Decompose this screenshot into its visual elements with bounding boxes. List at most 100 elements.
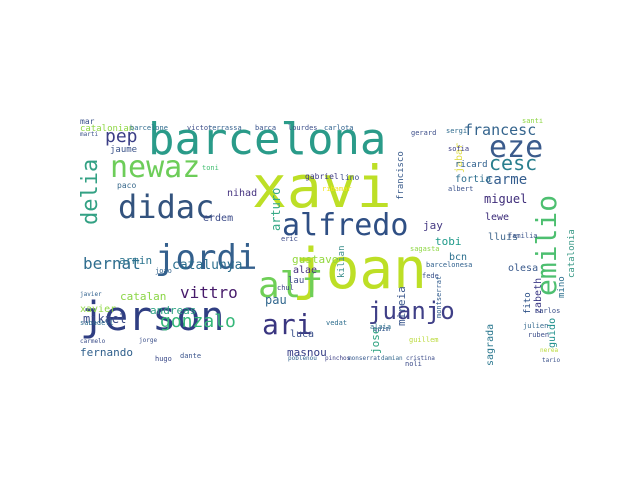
word-cloud: xavi joan barcelona jerson didac jordi newaz al…	[80, 118, 580, 368]
word-nihad: nihad	[227, 188, 258, 199]
word-familia: familia	[508, 232, 538, 240]
word-gerard: gerard	[411, 129, 437, 137]
word-ruben: ruben	[528, 331, 550, 339]
word-fernando: fernando	[80, 346, 133, 359]
word-ribamar: ribamar	[322, 185, 352, 193]
word-arturo: arturo	[269, 187, 283, 231]
word-catalonian: catalonian	[80, 124, 135, 134]
word-paco: paco	[117, 181, 137, 190]
word-sagrada: sagrada	[485, 323, 496, 366]
word-chul: chul	[277, 284, 294, 292]
word-bernat: bernat	[83, 254, 141, 273]
word-catalonia: catalonia	[567, 229, 577, 278]
word-javier: javier	[80, 291, 102, 298]
word-alaia: alaia	[370, 323, 392, 331]
word-didac: didac	[118, 188, 215, 226]
word-gabriel: gabriel	[305, 172, 339, 181]
word-alfredo: alfredo	[282, 208, 409, 243]
word-catalunya: catalunya	[172, 258, 243, 273]
word-tario: tario	[542, 357, 561, 364]
word-barcelone: barcelone	[130, 124, 168, 132]
word-delia: delia	[80, 158, 103, 225]
word-mar: mar	[80, 118, 95, 126]
word-toni: toni	[202, 164, 219, 172]
word-gustavo: gustavo	[292, 253, 339, 266]
word-guillem: guillem	[409, 336, 439, 344]
word-carmelo: carmelo	[80, 338, 106, 345]
word-victor: victor	[187, 124, 213, 132]
word-cristina: cristina	[406, 355, 435, 362]
word-joao: joao	[155, 267, 172, 275]
word-barcelonesa: barcelonesa	[426, 261, 473, 269]
word-nerea: nerea	[540, 347, 559, 354]
word-kilian: kilian	[337, 245, 347, 278]
word-luca: luca	[290, 329, 315, 340]
word-pep: pep	[105, 126, 138, 147]
word-carme: carme	[485, 172, 528, 188]
word-sergi: sergi	[446, 127, 468, 135]
word-sofia: sofia	[448, 145, 470, 153]
word-mikael: mikael	[83, 312, 127, 326]
word-dante: dante	[180, 352, 202, 360]
word-eze: eze	[489, 130, 544, 165]
word-sabadell: sabadell	[80, 319, 114, 327]
word-vedat: vedat	[326, 319, 348, 327]
word-hugo: hugo	[155, 355, 172, 363]
word-jordi: jordi	[155, 238, 258, 278]
word-ricard: ricard	[455, 160, 488, 170]
word-fede: fede	[422, 272, 439, 280]
word-eric: eric	[281, 235, 298, 243]
word-xavi: xavi	[252, 153, 392, 221]
word-fito: fito	[523, 292, 533, 314]
word-lewe: lewe	[485, 212, 510, 223]
word-lluis: lluis	[488, 232, 519, 243]
word-olesa: olesa	[508, 263, 539, 274]
word-gonzalo: gonzalo	[160, 311, 236, 332]
word-lino: lino	[340, 173, 360, 182]
word-alf: alf	[258, 265, 324, 306]
word-poblenou: poblenou	[288, 355, 317, 362]
word-carlota: carlota	[324, 124, 354, 132]
word-lourdes: lourdes	[288, 124, 318, 132]
word-jay: jay	[423, 219, 443, 232]
word-miguel: miguel	[484, 192, 528, 206]
word-andreas: andreas	[150, 304, 197, 317]
word-vittro: vittro	[180, 283, 238, 302]
word-barca: barca	[255, 124, 277, 132]
word-armin: armin	[119, 254, 153, 267]
word-lau: lau	[288, 276, 305, 286]
word-barcelona: barcelona	[148, 118, 387, 165]
word-cesc: cesc	[489, 151, 538, 175]
word-jaume: jaume	[110, 145, 138, 155]
word-noli: noli	[405, 360, 422, 368]
word-mireia: mireia	[395, 286, 408, 326]
word-monserrat: monserrat	[348, 355, 381, 362]
word-montserrat: montserrat	[435, 275, 443, 318]
word-francesc: francesc	[464, 121, 537, 139]
word-quim: quim	[373, 325, 390, 333]
word-albert: albert	[448, 185, 474, 193]
word-mino: mino	[557, 276, 567, 298]
word-ari: ari	[262, 308, 313, 341]
word-guido: guido	[547, 317, 558, 348]
word-bcn: bcn	[449, 252, 468, 263]
word-juanjo: juanjo	[368, 297, 455, 325]
word-sagasta: sagasta	[410, 245, 440, 253]
word-julien: julien	[523, 322, 549, 330]
word-santi: santi	[522, 118, 544, 125]
word-damian: damian	[381, 355, 403, 362]
word-catalan: catalan	[120, 290, 167, 303]
word-joan: joan	[292, 237, 427, 302]
word-jerson: jerson	[80, 294, 225, 340]
word-masnou: masnou	[287, 346, 327, 359]
word-tobi: tobi	[435, 235, 462, 248]
word-pau: pau	[265, 293, 287, 307]
word-fortia: fortia	[455, 174, 492, 185]
word-marti: marti	[80, 131, 99, 138]
word-carlos: carlos	[535, 307, 561, 315]
word-newaz: newaz	[110, 150, 201, 185]
word-erdem: erdem	[203, 213, 234, 224]
word-terrassa: terrassa	[208, 124, 242, 132]
word-francisco: francisco	[396, 151, 406, 200]
word-alae: alae	[293, 265, 318, 276]
